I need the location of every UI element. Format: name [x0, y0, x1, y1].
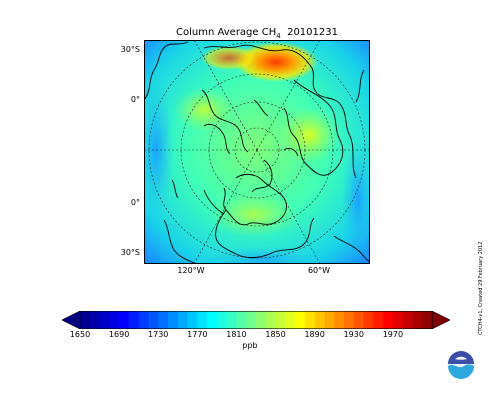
colorbar-segment [304, 311, 316, 329]
colorbar-segment [236, 311, 247, 329]
map-title: Column Average CH4 20101231 [176, 27, 338, 40]
colorbar-segment [216, 311, 228, 329]
colorbar-segment [344, 311, 355, 329]
colorbar-segment [226, 311, 237, 329]
colorbar-segment [119, 311, 130, 329]
colorbar-tick-label: 1770 [187, 330, 208, 339]
colorbar-segment [89, 311, 100, 329]
coastlines [144, 41, 370, 264]
colorbar-segment [138, 311, 149, 329]
colorbar-segment [363, 311, 374, 329]
lat-label-top-left: 30°S [120, 45, 140, 54]
colorbar-extend-low [61, 310, 81, 330]
colorbar-segment [422, 311, 433, 329]
colorbar-tick-label: 1890 [304, 330, 325, 339]
colorbar-segment [275, 311, 286, 329]
colorbar-extend-high [431, 310, 451, 330]
lat-label-bottom-left: 30°S [120, 248, 140, 257]
colorbar-segment [256, 311, 267, 329]
colorbar-segment [383, 311, 394, 329]
colorbar-segment [402, 311, 413, 329]
colorbar-segment [334, 311, 345, 329]
colorbar-segment [128, 311, 140, 329]
colorbar-ticks: 1650 1690 1730 1770 1810 1850 1890 1930 1970 [0, 330, 500, 342]
lon-label-60w: 60°W [307, 266, 331, 275]
colorbar-segment [314, 311, 325, 329]
colorbar-segment [295, 311, 306, 329]
noaa-logo [446, 350, 476, 380]
colorbar-segment [99, 311, 110, 329]
colorbar-segment [285, 311, 296, 329]
colorbar-segment [148, 311, 159, 329]
colorbar-segment [158, 311, 169, 329]
colorbar-segment [207, 311, 218, 329]
colorbar-tick-label: 1970 [382, 330, 404, 339]
colorbar-tick-label: 1650 [69, 330, 91, 339]
lat-label-equator-lower: 0° [130, 198, 140, 207]
colorbar-tick-label: 1730 [148, 330, 169, 339]
colorbar-segment [177, 311, 188, 329]
colorbar-segment [197, 311, 208, 329]
lat-label-equator-upper: 0° [130, 95, 140, 104]
lon-label-120w: 120°W [177, 266, 205, 275]
colorbar-segment [265, 311, 276, 329]
methane-field [144, 40, 370, 264]
colorbar-segment [353, 311, 364, 329]
colorbar-tick-label: 1850 [265, 330, 286, 339]
colorbar-segment [412, 311, 423, 329]
colorbar-segment [246, 311, 257, 329]
credit-text: CTCH4-v1, Created 29 February 2012 [478, 241, 484, 335]
colorbar-unit-label: ppb [242, 341, 258, 350]
colorbar-segment [392, 311, 404, 329]
methane-map [144, 40, 370, 264]
colorbar [61, 310, 451, 330]
colorbar-segment [168, 311, 179, 329]
colorbar-tick-label: 1690 [108, 330, 130, 339]
colorbar-segment [109, 311, 120, 329]
graticule [144, 40, 370, 264]
colorbar-segment [373, 311, 384, 329]
colorbar-tick-label: 1930 [343, 330, 364, 339]
colorbar-segment [324, 311, 335, 329]
colorbar-tick-label: 1810 [226, 330, 247, 339]
colorbar-segment [187, 311, 198, 329]
colorbar-segment [80, 311, 91, 329]
